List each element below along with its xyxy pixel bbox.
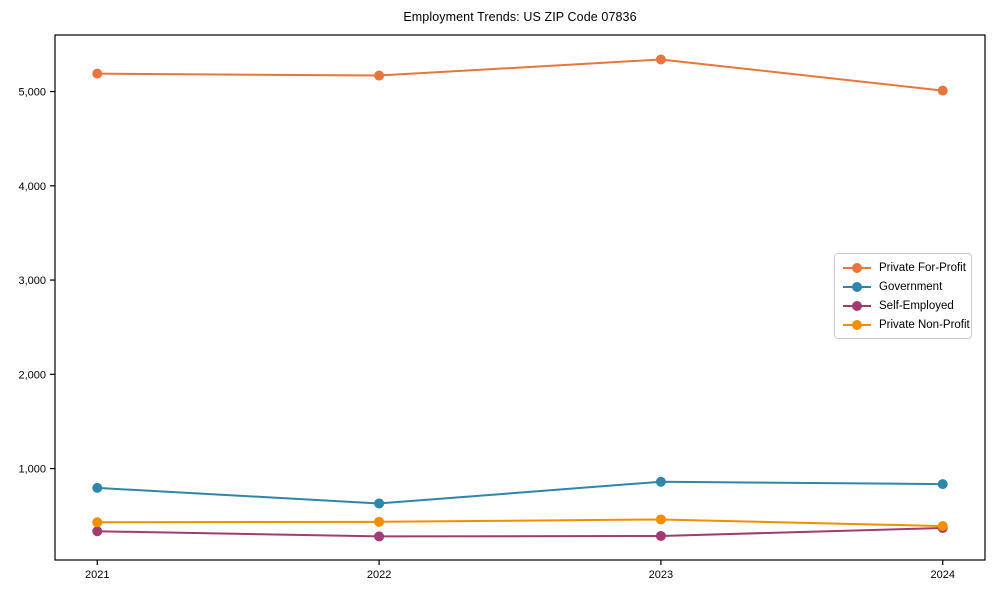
y-tick-label: 4,000 xyxy=(18,181,46,193)
y-tick-label: 2,000 xyxy=(18,369,46,381)
legend: Private For-Profit Government Self-Employe… xyxy=(834,253,972,339)
legend-label: Private For-Profit xyxy=(879,261,966,274)
legend-marker-icon xyxy=(843,319,871,330)
data-point-government xyxy=(374,498,385,509)
legend-marker-icon xyxy=(843,281,871,292)
series-line-government xyxy=(97,480,943,505)
legend-label: Government xyxy=(879,280,943,293)
legend-item-private-non-profit: Private Non-Profit xyxy=(843,316,970,334)
legend-item-private-for-profit: Private For-Profit xyxy=(843,259,966,277)
series-line-private-for-profit xyxy=(97,58,943,92)
y-tick-label: 1,000 xyxy=(18,464,46,476)
legend-marker-icon xyxy=(843,300,871,311)
data-point-private-for-profit xyxy=(374,70,385,81)
y-tick-label: 3,000 xyxy=(18,275,46,287)
x-tick-label: 2021 xyxy=(85,569,109,581)
x-tick-label: 2024 xyxy=(930,569,954,581)
legend-item-government: Government xyxy=(843,278,963,296)
data-point-private-for-profit xyxy=(92,68,103,79)
data-point-private-for-profit xyxy=(655,54,666,65)
y-tick-label: 5,000 xyxy=(18,87,46,99)
series-line-self-employed xyxy=(97,526,943,538)
data-point-private-non-profit xyxy=(92,517,103,528)
data-point-self-employed xyxy=(92,526,103,537)
legend-label: Private Non-Profit xyxy=(879,318,970,331)
chart-title: Employment Trends: US ZIP Code 07836 xyxy=(403,10,637,24)
series-line-private-non-profit xyxy=(97,518,943,528)
data-point-private-non-profit xyxy=(937,521,948,532)
x-tick-label: 2023 xyxy=(649,569,673,581)
data-point-self-employed xyxy=(655,530,666,541)
data-point-government xyxy=(937,479,948,490)
data-point-self-employed xyxy=(374,531,385,542)
data-point-private-non-profit xyxy=(655,514,666,525)
legend-marker-icon xyxy=(843,262,871,273)
data-point-government xyxy=(655,476,666,487)
data-point-government xyxy=(92,482,103,493)
legend-label: Self-Employed xyxy=(879,299,954,312)
x-tick-label: 2022 xyxy=(367,569,391,581)
data-point-private-non-profit xyxy=(374,516,385,527)
plot-border xyxy=(54,34,986,561)
legend-item-self-employed: Self-Employed xyxy=(843,297,963,315)
data-point-private-for-profit xyxy=(937,85,948,96)
